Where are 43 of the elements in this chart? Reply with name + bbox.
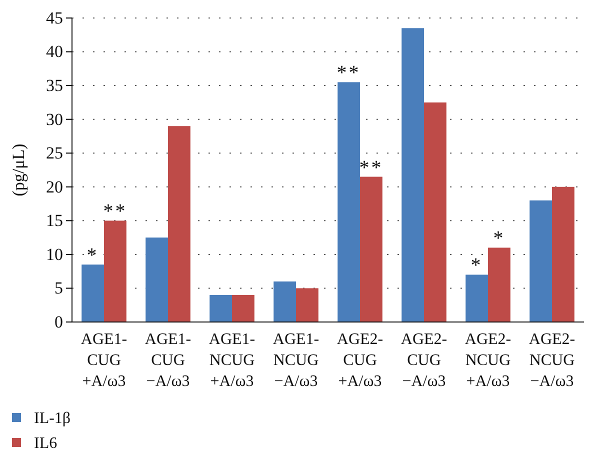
y-tick-label: 0 <box>54 312 63 332</box>
annotation: * <box>470 254 483 277</box>
bar <box>168 126 190 322</box>
bar <box>210 294 232 322</box>
bar <box>552 186 574 322</box>
y-tick-label: 20 <box>46 177 63 196</box>
y-tick-label: 5 <box>54 278 63 298</box>
x-tick-label: AGE1- CUG −A/ω3 <box>144 331 192 390</box>
bar <box>338 82 360 322</box>
x-tick-label: AGE2- CUG −A/ω3 <box>400 331 448 390</box>
annotation: ** <box>336 62 361 84</box>
x-tick-label: AGE1- NCUG +A/ω3 <box>208 331 256 390</box>
annotation: ** <box>103 200 128 223</box>
y-tick-label: 45 <box>46 8 63 28</box>
bar <box>146 238 168 322</box>
x-tick-label: AGE1- NCUG −A/ω3 <box>272 331 320 390</box>
x-tick-label: AGE2- NCUG +A/ω3 <box>464 331 512 390</box>
y-tick-label: 25 <box>46 144 63 163</box>
y-tick-label: 40 <box>46 42 63 62</box>
bar <box>104 220 126 322</box>
x-tick-label: AGE1- CUG +A/ω3 <box>80 331 128 390</box>
bar <box>296 288 318 322</box>
annotation: * <box>86 244 99 267</box>
y-tick-label: 35 <box>46 76 63 95</box>
bar <box>82 264 104 322</box>
bar <box>424 102 446 322</box>
bar <box>488 248 510 322</box>
y-tick-label: 30 <box>46 110 63 129</box>
legend-label: IL-1β <box>34 410 71 427</box>
y-axis-title: (pg/μL) <box>9 144 28 196</box>
bar <box>466 274 488 322</box>
y-tick-label: 15 <box>46 211 63 230</box>
bar <box>232 294 254 322</box>
bar <box>274 281 296 322</box>
y-tick-label: 10 <box>46 244 63 264</box>
annotation: * <box>493 228 506 250</box>
bar <box>360 176 382 322</box>
bar <box>402 28 424 322</box>
legend-label: IL6 <box>34 435 58 452</box>
bar <box>530 200 552 322</box>
x-tick-label: AGE2- NCUG −A/ω3 <box>528 331 576 390</box>
x-tick-label: AGE2- CUG +A/ω3 <box>336 331 384 390</box>
annotation: ** <box>359 156 384 179</box>
